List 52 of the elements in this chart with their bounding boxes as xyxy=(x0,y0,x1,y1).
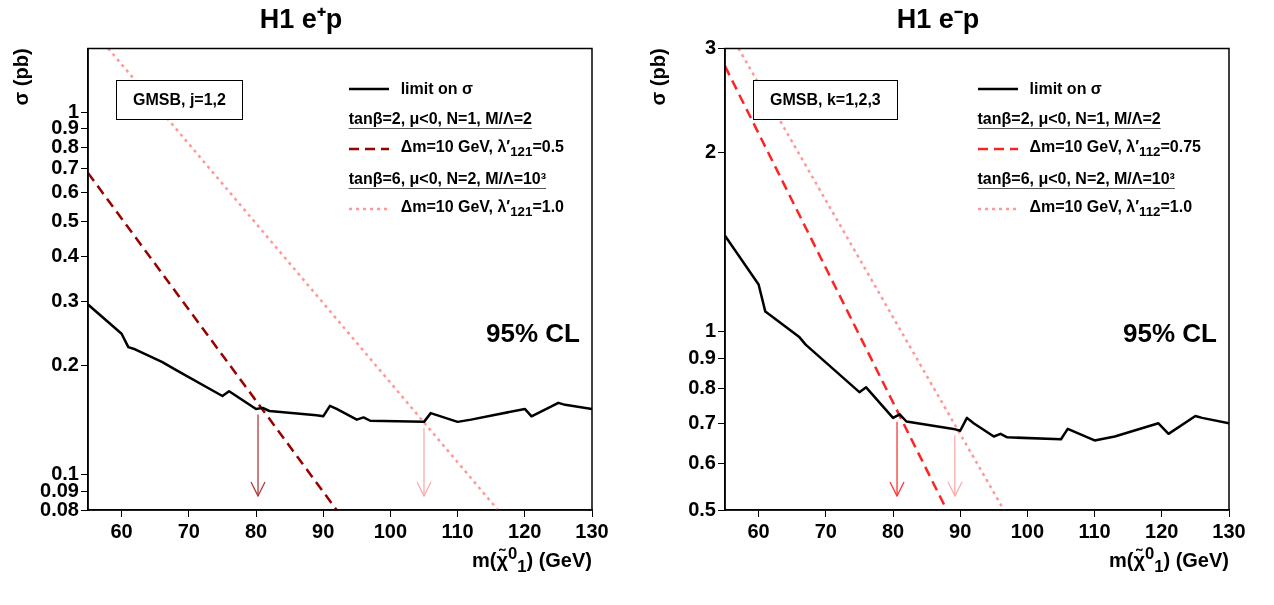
y-tick-label: 0.5 xyxy=(51,208,79,231)
y-tick-label: 0.5 xyxy=(688,497,716,520)
annotation: tanβ=6, μ<0, N=2, M/Λ=10³ xyxy=(977,169,1176,190)
y-tick-label: 0.8 xyxy=(688,376,716,399)
annotation: tanβ=6, μ<0, N=2, M/Λ=10³ xyxy=(348,169,548,190)
annotation: 95% CL xyxy=(486,317,581,348)
chart-title: H1 e⁺p xyxy=(259,3,343,34)
x-tick-label: 130 xyxy=(1212,519,1246,542)
y-tick-label: 1 xyxy=(704,318,716,341)
y-tick-label: 0.7 xyxy=(51,155,79,178)
annotation: 95% CL xyxy=(1123,317,1218,348)
x-tick-label: 120 xyxy=(508,519,542,542)
x-tick-label: 100 xyxy=(1010,519,1045,542)
annotation: GMSB, k=1,2,3 xyxy=(753,80,898,121)
x-tick-label: 90 xyxy=(949,519,972,542)
y-axis-title: σ (pb) xyxy=(646,48,669,106)
y-tick-label: 0.08 xyxy=(40,497,79,520)
y-tick-label: 2 xyxy=(704,140,716,163)
x-tick-label: 70 xyxy=(814,519,837,542)
y-axis-title: σ (pb) xyxy=(9,48,32,106)
chart-title: H1 e⁻p xyxy=(896,3,980,34)
x-tick-label: 110 xyxy=(441,519,474,542)
x-tick-label: 100 xyxy=(373,519,408,542)
y-tick-label: 0.6 xyxy=(51,180,79,203)
annotation: GMSB, j=1,2 xyxy=(116,80,243,121)
legend-label: Δm=10 GeV, λ′$_{112}$=1.0 xyxy=(1029,196,1193,221)
annotation: tanβ=2, μ<0, N=1, M/Λ=2 xyxy=(977,109,1162,130)
y-tick-label: 0.3 xyxy=(51,289,79,312)
y-tick-label: 3 xyxy=(704,35,716,58)
y-tick-label: 0.8 xyxy=(51,134,79,157)
y-tick-label: 0.9 xyxy=(688,346,716,369)
x-axis-title: m(χ̃$^{0}$$_{1}$) (GeV) xyxy=(1108,544,1229,577)
x-axis-title: m(χ̃$^{0}$$_{1}$) (GeV) xyxy=(471,544,592,577)
legend-label: limit on σ xyxy=(400,79,473,100)
x-tick-label: 130 xyxy=(575,519,609,542)
legend-label: Δm=10 GeV, λ′$_{112}$=0.75 xyxy=(1029,136,1201,161)
legend-label: limit on σ xyxy=(1029,79,1102,100)
x-tick-label: 110 xyxy=(1078,519,1111,542)
y-tick-label: 0.7 xyxy=(688,410,716,433)
y-tick-label: 0.2 xyxy=(51,353,79,376)
x-tick-label: 70 xyxy=(177,519,200,542)
x-tick-label: 120 xyxy=(1145,519,1179,542)
x-tick-label: 60 xyxy=(747,519,770,542)
y-tick-label: 0.6 xyxy=(688,450,716,473)
x-tick-label: 60 xyxy=(110,519,133,542)
x-tick-label: 80 xyxy=(244,519,268,542)
x-tick-label: 90 xyxy=(312,519,335,542)
legend-label: Δm=10 GeV, λ′$_{121}$=0.5 xyxy=(400,136,564,161)
x-tick-label: 80 xyxy=(881,519,905,542)
annotation: tanβ=2, μ<0, N=1, M/Λ=2 xyxy=(348,109,533,130)
y-tick-label: 0.4 xyxy=(51,244,80,267)
legend-label: Δm=10 GeV, λ′$_{121}$=1.0 xyxy=(400,196,564,221)
